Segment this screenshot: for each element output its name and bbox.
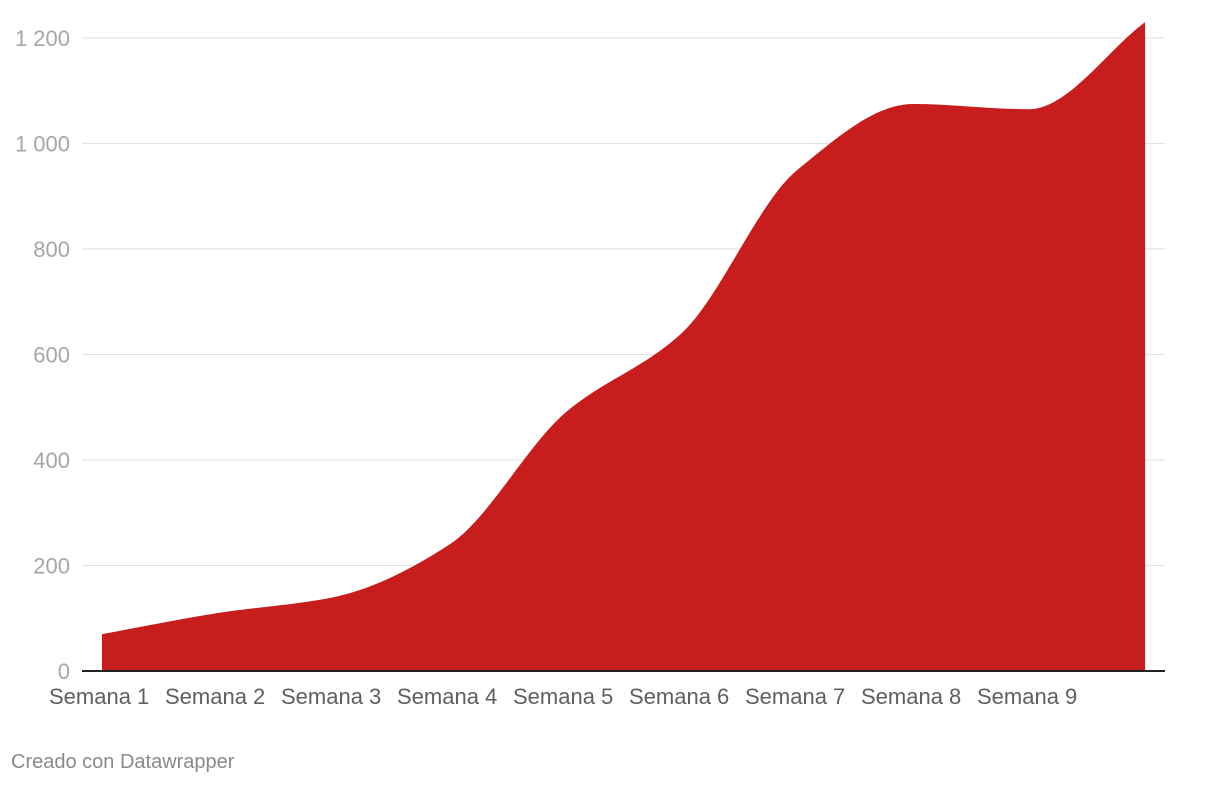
y-tick-label: 600 [33,343,70,368]
area-layer [82,22,1165,672]
y-tick-label: 200 [33,554,70,579]
credit-text: Creado con Datawrapper [11,751,235,773]
x-tick-label: Semana 4 [397,684,497,709]
x-tick-label: Semana 1 [49,684,149,709]
y-tick-label: 0 [58,659,70,684]
x-tick-label: Semana 9 [977,684,1077,709]
y-tick-label: 400 [33,448,70,473]
area-series [102,22,1145,672]
y-tick-label: 1 200 [15,26,70,51]
x-tick-label: Semana 7 [745,684,845,709]
x-tick-label: Semana 2 [165,684,265,709]
x-tick-label: Semana 5 [513,684,613,709]
y-tick-label: 800 [33,237,70,262]
x-axis: Semana 1 Semana 2 Semana 3 Semana 4 Semana 5… [49,684,1077,709]
y-tick-label: 1 000 [15,132,70,157]
x-tick-label: Semana 6 [629,684,729,709]
y-axis: 0 200 400 600 800 1 000 1 200 [15,26,70,684]
x-tick-label: Semana 8 [861,684,961,709]
x-tick-label: Semana 3 [281,684,381,709]
